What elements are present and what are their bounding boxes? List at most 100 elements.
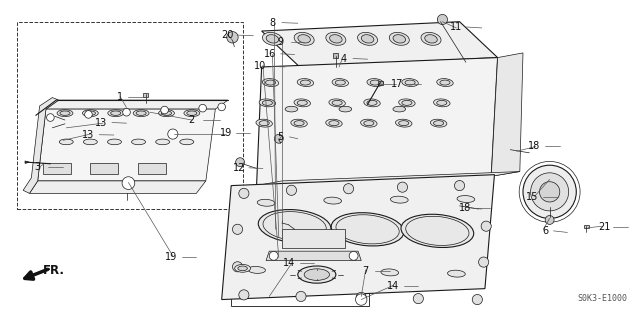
Polygon shape bbox=[492, 53, 523, 176]
Ellipse shape bbox=[326, 119, 342, 127]
Ellipse shape bbox=[362, 35, 374, 43]
Ellipse shape bbox=[298, 35, 310, 43]
Bar bbox=[378, 81, 383, 85]
Ellipse shape bbox=[399, 121, 409, 126]
Ellipse shape bbox=[285, 106, 298, 112]
Ellipse shape bbox=[111, 111, 121, 115]
Circle shape bbox=[232, 262, 243, 272]
Text: 5: 5 bbox=[277, 132, 283, 142]
Ellipse shape bbox=[266, 35, 278, 43]
Text: 13: 13 bbox=[83, 130, 95, 140]
Ellipse shape bbox=[300, 80, 310, 85]
Bar bbox=[143, 93, 148, 97]
Ellipse shape bbox=[447, 270, 465, 277]
Ellipse shape bbox=[136, 111, 146, 115]
Ellipse shape bbox=[330, 35, 342, 43]
Ellipse shape bbox=[262, 32, 282, 45]
Ellipse shape bbox=[262, 79, 279, 87]
Ellipse shape bbox=[457, 196, 475, 203]
Ellipse shape bbox=[390, 196, 408, 203]
Circle shape bbox=[481, 221, 492, 231]
Ellipse shape bbox=[364, 121, 374, 126]
Circle shape bbox=[344, 184, 354, 194]
Text: 6: 6 bbox=[542, 226, 548, 236]
Ellipse shape bbox=[294, 99, 310, 107]
Ellipse shape bbox=[180, 139, 194, 145]
Circle shape bbox=[397, 182, 408, 192]
Polygon shape bbox=[90, 163, 118, 174]
Ellipse shape bbox=[133, 110, 149, 117]
Ellipse shape bbox=[396, 119, 412, 127]
Polygon shape bbox=[266, 251, 361, 261]
Ellipse shape bbox=[436, 100, 447, 105]
Ellipse shape bbox=[360, 119, 377, 127]
Ellipse shape bbox=[184, 110, 200, 117]
Ellipse shape bbox=[256, 119, 273, 127]
Ellipse shape bbox=[399, 99, 415, 107]
Ellipse shape bbox=[291, 119, 307, 127]
Ellipse shape bbox=[60, 111, 70, 115]
Ellipse shape bbox=[402, 100, 412, 105]
Circle shape bbox=[275, 134, 284, 143]
Circle shape bbox=[168, 129, 178, 139]
Ellipse shape bbox=[132, 139, 145, 145]
Ellipse shape bbox=[381, 269, 399, 276]
Circle shape bbox=[199, 104, 207, 112]
Text: 3: 3 bbox=[35, 162, 41, 172]
Circle shape bbox=[269, 251, 278, 260]
Ellipse shape bbox=[339, 106, 352, 112]
Ellipse shape bbox=[370, 80, 380, 85]
Ellipse shape bbox=[431, 119, 447, 127]
Ellipse shape bbox=[85, 111, 95, 115]
Text: 1: 1 bbox=[117, 92, 124, 102]
Ellipse shape bbox=[156, 139, 170, 145]
Polygon shape bbox=[23, 98, 59, 193]
Ellipse shape bbox=[433, 99, 450, 107]
Ellipse shape bbox=[314, 268, 332, 275]
Ellipse shape bbox=[294, 121, 304, 126]
Text: 17: 17 bbox=[391, 79, 404, 89]
Ellipse shape bbox=[329, 99, 346, 107]
Ellipse shape bbox=[402, 79, 419, 87]
Ellipse shape bbox=[262, 100, 273, 105]
Circle shape bbox=[232, 224, 243, 234]
Circle shape bbox=[122, 177, 135, 189]
Ellipse shape bbox=[405, 80, 415, 85]
Circle shape bbox=[356, 292, 366, 302]
Circle shape bbox=[286, 185, 296, 195]
Ellipse shape bbox=[393, 106, 406, 112]
Ellipse shape bbox=[364, 99, 380, 107]
Bar bbox=[333, 53, 339, 58]
Text: 18: 18 bbox=[528, 140, 541, 151]
Text: 7: 7 bbox=[362, 266, 369, 276]
Ellipse shape bbox=[57, 110, 73, 117]
Circle shape bbox=[479, 257, 489, 267]
Ellipse shape bbox=[83, 110, 99, 117]
Ellipse shape bbox=[433, 121, 444, 126]
Ellipse shape bbox=[159, 110, 175, 117]
Text: 13: 13 bbox=[95, 117, 108, 128]
Ellipse shape bbox=[358, 32, 378, 45]
Bar bbox=[584, 225, 589, 228]
Polygon shape bbox=[43, 163, 70, 174]
Circle shape bbox=[161, 106, 168, 114]
Ellipse shape bbox=[266, 80, 276, 85]
Ellipse shape bbox=[329, 121, 339, 126]
Ellipse shape bbox=[259, 99, 276, 107]
Text: 20: 20 bbox=[221, 30, 234, 40]
Circle shape bbox=[47, 114, 54, 121]
Ellipse shape bbox=[440, 80, 450, 85]
Ellipse shape bbox=[393, 35, 406, 43]
Ellipse shape bbox=[108, 110, 124, 117]
Circle shape bbox=[236, 158, 244, 167]
Circle shape bbox=[218, 103, 225, 111]
Text: 12: 12 bbox=[232, 163, 245, 173]
Text: 10: 10 bbox=[253, 61, 266, 71]
Ellipse shape bbox=[60, 139, 73, 145]
Ellipse shape bbox=[298, 266, 336, 283]
Ellipse shape bbox=[332, 79, 349, 87]
Text: 18: 18 bbox=[458, 203, 471, 213]
Circle shape bbox=[472, 295, 483, 305]
Ellipse shape bbox=[259, 209, 331, 243]
Circle shape bbox=[356, 294, 367, 305]
